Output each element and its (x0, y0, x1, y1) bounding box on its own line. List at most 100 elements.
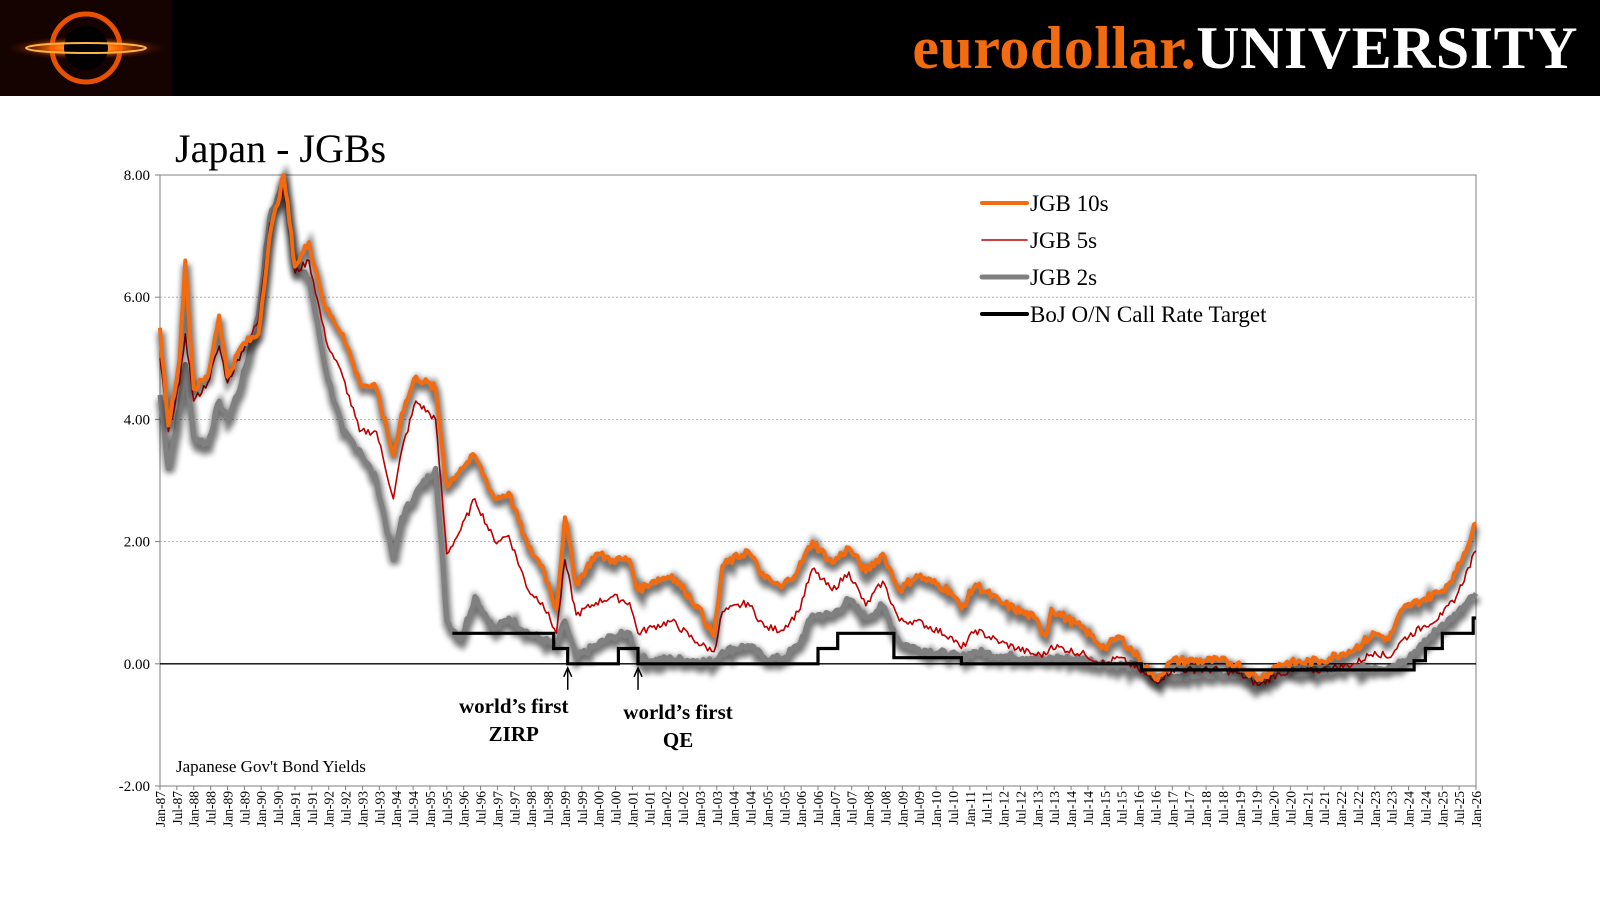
annotation-arrowhead (563, 665, 573, 678)
legend-label: JGB 10s (1030, 191, 1109, 216)
x-tick-label: Jul-92 (339, 791, 354, 825)
x-tick-label: Jan-96 (457, 791, 472, 827)
x-tick-label: Jul-00 (609, 791, 624, 825)
x-tick-label: Jul-15 (1115, 791, 1130, 825)
y-tick-label: -2.00 (119, 779, 150, 795)
plot-area (159, 174, 1477, 787)
x-tick-label: Jul-99 (575, 791, 590, 825)
chart-note: Japanese Gov't Bond Yields (176, 757, 366, 776)
x-tick-label: Jan-24 (1402, 791, 1417, 827)
x-tick-label: Jan-93 (355, 791, 370, 827)
annotation-label: world’s first (459, 694, 568, 718)
series-line-boj-o-n-call-rate-target (452, 616, 1476, 672)
legend-label: JGB 5s (1030, 228, 1097, 253)
x-tick-label: Jan-94 (389, 791, 404, 827)
x-tick-label: Jan-99 (558, 791, 573, 827)
x-tick-label: Jul-25 (1452, 791, 1467, 825)
x-tick-label: Jul-06 (811, 791, 826, 825)
logo[interactable] (0, 0, 172, 96)
x-tick-label: Jul-22 (1351, 791, 1366, 825)
y-axis: -2.00 0.00 2.00 4.00 6.00 8.00 (119, 168, 160, 795)
y-tick-label: 6.00 (124, 290, 150, 306)
x-tick-label: Jul-16 (1148, 791, 1163, 825)
x-tick-label: Jul-09 (912, 791, 927, 825)
x-tick-label: Jan-91 (288, 791, 303, 827)
x-tick-label: Jan-92 (322, 791, 337, 827)
annotations: world’s first ZIRP world’s first QE (459, 665, 733, 752)
x-tick-label: Jan-10 (929, 791, 944, 827)
x-tick-label: Jan-19 (1233, 791, 1248, 827)
x-tick-label: Jan-89 (220, 791, 235, 827)
x-tick-label: Jul-10 (946, 791, 961, 825)
x-tick-label: Jul-21 (1317, 791, 1332, 825)
series-lines (156, 163, 1481, 700)
brand-part-university: UNIVERSITY (1196, 15, 1578, 81)
x-tick-label: Jan-13 (1030, 791, 1045, 827)
x-tick-label: Jan-11 (963, 791, 978, 827)
legend: JGB 10s JGB 5s JGB 2s BoJ O/N Call Rate Tar… (979, 191, 1267, 327)
x-tick-label: Jul-11 (980, 791, 995, 824)
x-tick-label: Jan-87 (153, 791, 168, 827)
x-tick-label: Jul-24 (1418, 791, 1433, 825)
legend-label: JGB 2s (1030, 265, 1097, 290)
annotation-arrowhead (633, 665, 643, 678)
x-tick-label: Jan-02 (659, 791, 674, 827)
x-tick-label: Jan-98 (524, 791, 539, 827)
x-tick-label: Jul-90 (271, 791, 286, 825)
brand-part-eurodollar: eurodollar. (912, 15, 1197, 81)
x-tick-label: Jan-26 (1469, 791, 1484, 827)
x-tick-label: Jan-14 (1064, 791, 1079, 827)
x-tick-label: Jul-93 (372, 791, 387, 825)
x-tick-label: Jul-18 (1216, 791, 1231, 825)
x-tick-label: Jul-08 (878, 791, 893, 825)
x-tick-label: Jul-89 (237, 791, 252, 825)
x-tick-label: Jul-95 (440, 791, 455, 825)
x-tick-label: Jul-01 (642, 791, 657, 825)
yield-chart: Japan - JGBs -2.00 0.00 2.00 4.00 6.00 8.00 J… (119, 126, 1484, 827)
x-tick-label: Jul-12 (1013, 791, 1028, 825)
x-tick-label: Jul-03 (710, 791, 725, 825)
x-tick-label: Jul-97 (507, 791, 522, 825)
annotation-label: QE (663, 728, 693, 752)
chart-title: Japan - JGBs (175, 126, 386, 171)
x-tick-label: Jan-16 (1132, 791, 1147, 827)
x-tick-label: Jul-91 (305, 791, 320, 825)
x-tick-label: Jan-06 (794, 791, 809, 827)
x-tick-label: Jan-04 (727, 791, 742, 827)
x-tick-label: Jul-98 (541, 791, 556, 825)
x-tick-label: Jul-17 (1182, 791, 1197, 825)
series-line-jgb-10s (158, 173, 1477, 683)
y-tick-label: 4.00 (124, 412, 150, 428)
brand-wordmark: eurodollar.UNIVERSITY (912, 10, 1578, 86)
x-tick-label: Jan-09 (895, 791, 910, 827)
x-tick-label: Jan-17 (1165, 791, 1180, 827)
x-tick-label: Jan-07 (828, 791, 843, 827)
x-tick-label: Jan-95 (423, 791, 438, 827)
x-tick-label: Jan-22 (1334, 791, 1349, 827)
x-tick-label: Jul-88 (204, 791, 219, 825)
x-axis: Jan-87 Jul-87 Jan-88 Jul-88 Jan-89 Jul-89 Jan-… (153, 786, 1484, 827)
x-tick-label: Jul-04 (744, 791, 759, 825)
x-tick-label: Jan-88 (187, 791, 202, 827)
x-tick-label: Jul-96 (474, 791, 489, 825)
x-tick-label: Jul-14 (1081, 791, 1096, 825)
x-tick-label: Jan-90 (254, 791, 269, 827)
x-tick-label: Jan-01 (625, 791, 640, 827)
y-tick-label: 8.00 (124, 168, 150, 184)
x-tick-label: Jul-20 (1283, 791, 1298, 825)
legend-label: BoJ O/N Call Rate Target (1030, 302, 1267, 327)
annotation-label: ZIRP (489, 722, 539, 746)
annotation-label: world’s first (623, 700, 732, 724)
x-tick-label: Jul-05 (777, 791, 792, 825)
x-tick-label: Jan-21 (1300, 791, 1315, 827)
y-tick-label: 2.00 (124, 535, 150, 551)
x-tick-label: Jan-05 (760, 791, 775, 827)
x-tick-label: Jan-97 (490, 791, 505, 827)
x-tick-label: Jan-03 (693, 791, 708, 827)
black-hole-logo-icon (4, 11, 168, 85)
x-tick-label: Jul-13 (1047, 791, 1062, 825)
x-tick-label: Jan-18 (1199, 791, 1214, 827)
x-tick-label: Jul-23 (1385, 791, 1400, 825)
x-tick-label: Jan-23 (1368, 791, 1383, 827)
x-tick-label: Jan-25 (1435, 791, 1450, 827)
